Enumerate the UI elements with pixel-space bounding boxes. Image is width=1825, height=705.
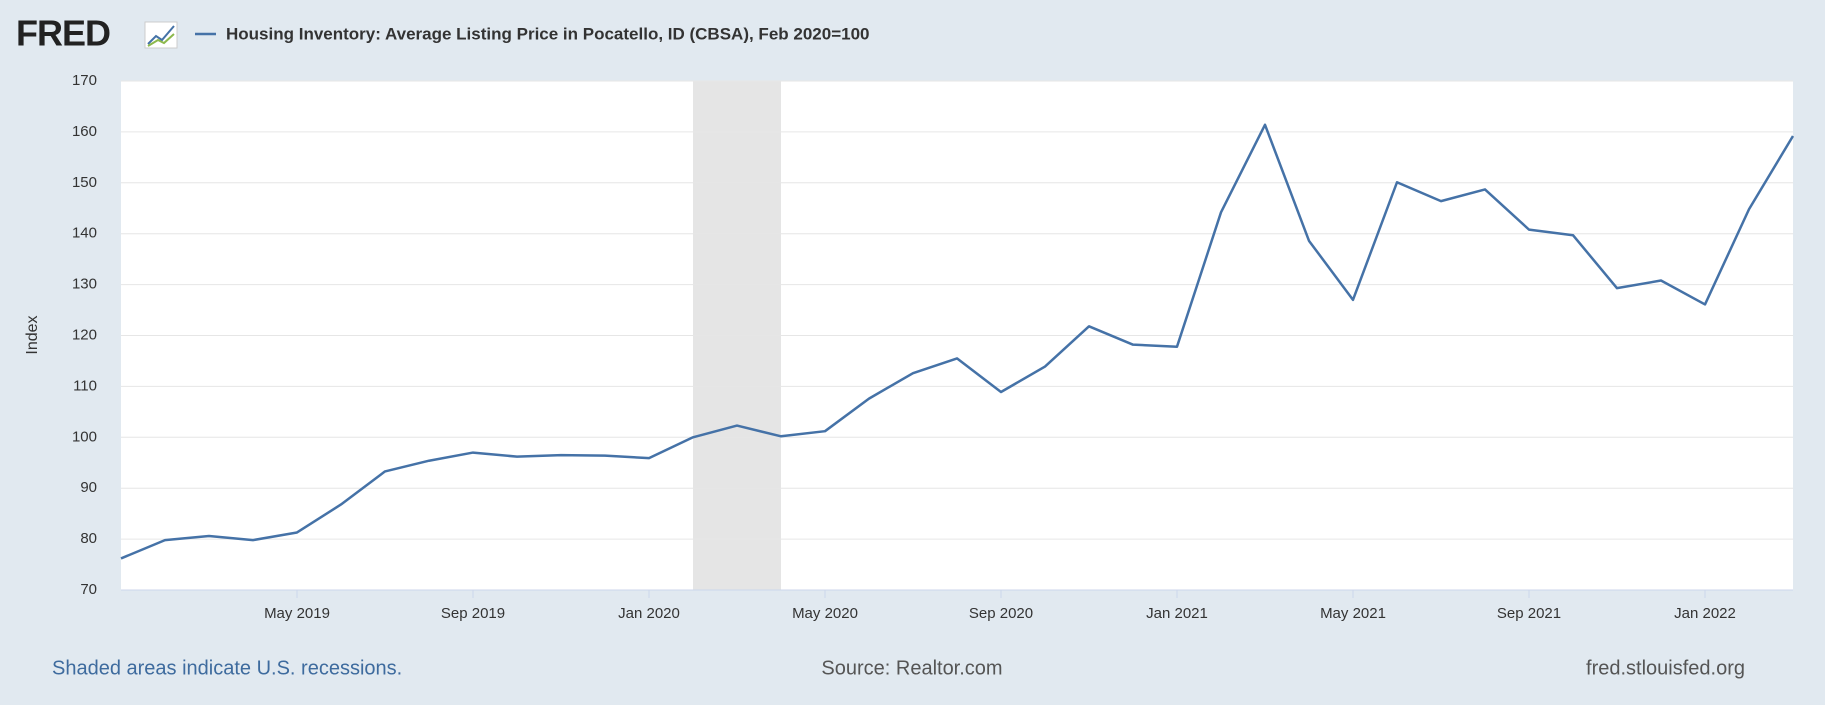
y-tick-label: 100 <box>72 428 97 445</box>
y-tick-label: 120 <box>72 326 97 343</box>
y-tick-label: 70 <box>80 581 97 598</box>
y-tick-label: 80 <box>80 530 97 547</box>
x-tick-label: Jan 2021 <box>1146 605 1208 622</box>
x-tick-label: Jan 2022 <box>1674 605 1736 622</box>
legend-label: Housing Inventory: Average Listing Price… <box>226 24 870 43</box>
logo[interactable]: FRED <box>16 13 111 54</box>
recession-note[interactable]: Shaded areas indicate U.S. recessions. <box>52 657 402 679</box>
y-tick-label: 160 <box>72 123 97 140</box>
x-tick-label: Sep 2019 <box>441 605 505 622</box>
logo-icon <box>144 21 178 49</box>
y-axis-label: Index <box>24 315 41 354</box>
y-tick-label: 110 <box>73 377 97 394</box>
source: Source: Realtor.com <box>821 657 1002 679</box>
x-tick-label: May 2019 <box>264 605 330 622</box>
x-tick-label: May 2020 <box>792 605 858 622</box>
x-tick-label: May 2021 <box>1320 605 1386 622</box>
x-tick-label: Sep 2021 <box>1497 605 1561 622</box>
site-link[interactable]: fred.stlouisfed.org <box>1586 657 1745 679</box>
y-tick-label: 150 <box>72 174 97 191</box>
x-tick-label: Jan 2020 <box>618 605 680 622</box>
y-tick-label: 170 <box>72 72 97 89</box>
x-tick-label: Sep 2020 <box>969 605 1033 622</box>
series-line <box>120 123 1795 560</box>
y-tick-label: 130 <box>72 276 97 293</box>
y-tick-label: 140 <box>72 225 97 242</box>
y-tick-label: 90 <box>80 479 97 496</box>
